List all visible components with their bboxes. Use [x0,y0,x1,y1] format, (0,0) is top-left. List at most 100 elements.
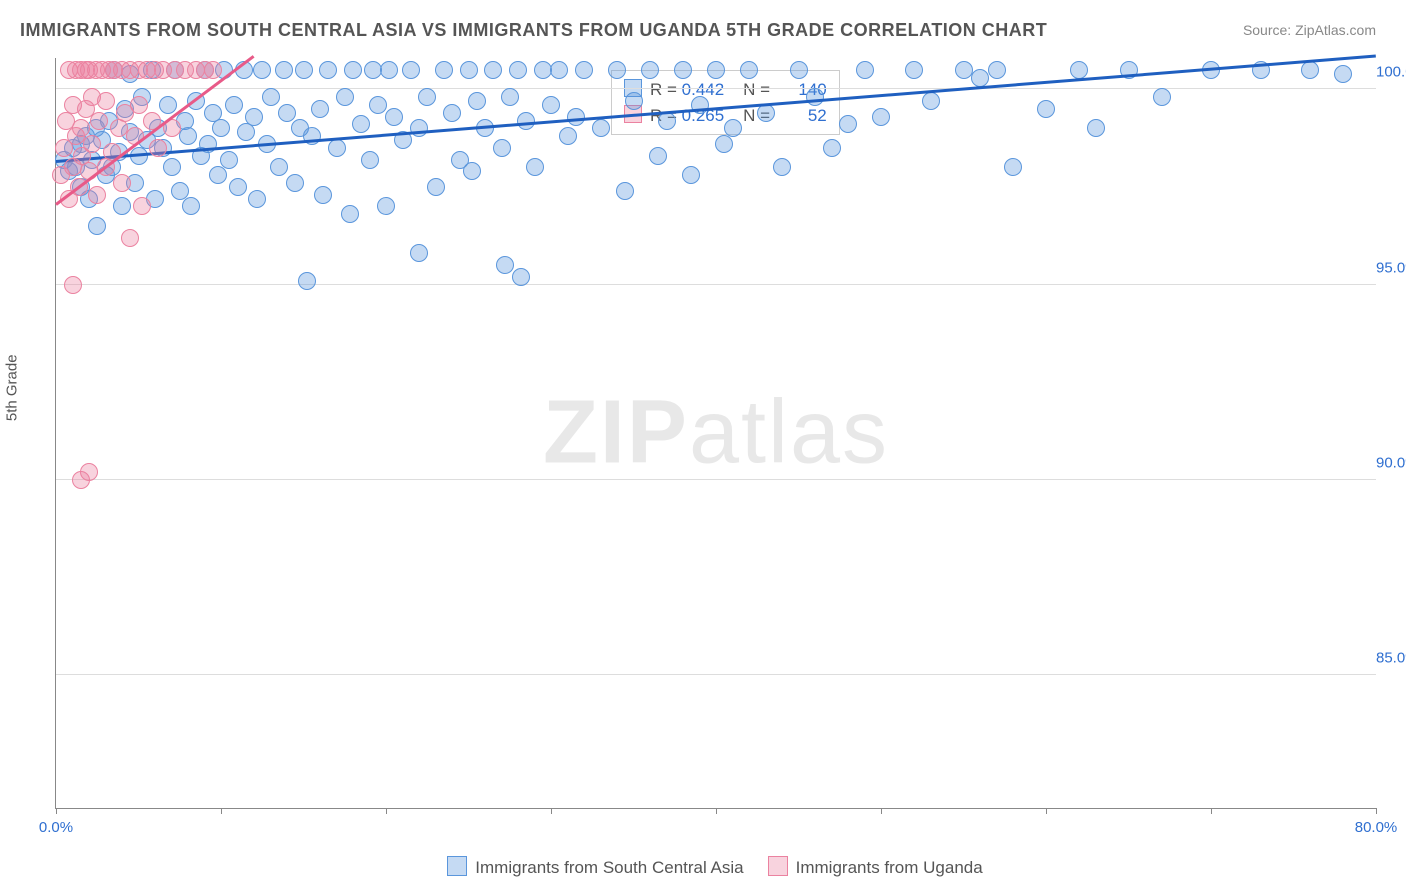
x-tick [1046,808,1047,814]
y-tick-label: 100.0% [1376,64,1406,81]
data-point [724,119,742,137]
data-point [922,92,940,110]
data-point [377,197,395,215]
data-point [270,158,288,176]
data-point [567,108,585,126]
data-point [328,139,346,157]
stat-n-value: 52 [775,103,827,129]
stat-r-label: R = [650,80,682,99]
data-point [823,139,841,157]
data-point [468,92,486,110]
y-tick-label: 90.0% [1376,454,1406,471]
data-point [592,119,610,137]
data-point [88,186,106,204]
scatter-plot-area: ZIPatlas R = 0.442 N = 140R = 0.265 N = … [55,58,1376,809]
data-point [674,61,692,79]
data-point [625,92,643,110]
data-point [64,276,82,294]
data-point [278,104,296,122]
data-point [319,61,337,79]
data-point [493,139,511,157]
gridline [56,284,1376,285]
x-tick [56,808,57,814]
legend-label: Immigrants from Uganda [796,858,983,877]
y-axis-label: 5th Grade [4,354,21,421]
data-point [298,272,316,290]
data-point [608,61,626,79]
gridline [56,674,1376,675]
legend-swatch [768,856,788,876]
data-point [286,174,304,192]
x-tick [1211,808,1212,814]
data-point [1153,88,1171,106]
y-tick-label: 95.0% [1376,259,1406,276]
source-attribution: Source: ZipAtlas.com [1243,22,1376,38]
data-point [113,197,131,215]
data-point [410,119,428,137]
data-point [971,69,989,87]
data-point [512,268,530,286]
data-point [248,190,266,208]
data-point [542,96,560,114]
data-point [682,166,700,184]
data-point [314,186,332,204]
data-point [550,61,568,79]
x-tick [881,808,882,814]
data-point [113,174,131,192]
data-point [740,61,758,79]
watermark-rest: atlas [689,383,889,483]
data-point [1037,100,1055,118]
gridline [56,479,1376,480]
data-point [988,61,1006,79]
data-point [435,61,453,79]
data-point [253,61,271,79]
data-point [212,119,230,137]
data-point [1334,65,1352,83]
data-point [159,96,177,114]
data-point [427,178,445,196]
data-point [225,96,243,114]
data-point [534,61,552,79]
data-point [361,151,379,169]
data-point [90,112,108,130]
data-point [380,61,398,79]
data-point [559,127,577,145]
data-point [1301,61,1319,79]
data-point [1070,61,1088,79]
data-point [97,92,115,110]
gridline [56,88,1376,89]
stat-row: R = 0.442 N = 140 [624,77,827,103]
x-tick [1376,808,1377,814]
data-point [484,61,502,79]
data-point [237,123,255,141]
data-point [641,61,659,79]
data-point [856,61,874,79]
data-point [72,119,90,137]
x-tick [386,808,387,814]
data-point [311,100,329,118]
x-tick-label: 80.0% [1355,819,1398,836]
chart-legend: Immigrants from South Central AsiaImmigr… [0,856,1406,878]
data-point [715,135,733,153]
data-point [707,61,725,79]
data-point [182,197,200,215]
data-point [649,147,667,165]
data-point [275,61,293,79]
data-point [121,229,139,247]
x-tick-label: 0.0% [39,819,73,836]
data-point [364,61,382,79]
data-point [443,104,461,122]
data-point [410,244,428,262]
data-point [616,182,634,200]
data-point [418,88,436,106]
data-point [806,88,824,106]
data-point [163,158,181,176]
x-tick [221,808,222,814]
data-point [517,112,535,130]
legend-swatch [447,856,467,876]
data-point [133,197,151,215]
x-tick [716,808,717,814]
data-point [83,135,101,153]
data-point [872,108,890,126]
data-point [220,151,238,169]
